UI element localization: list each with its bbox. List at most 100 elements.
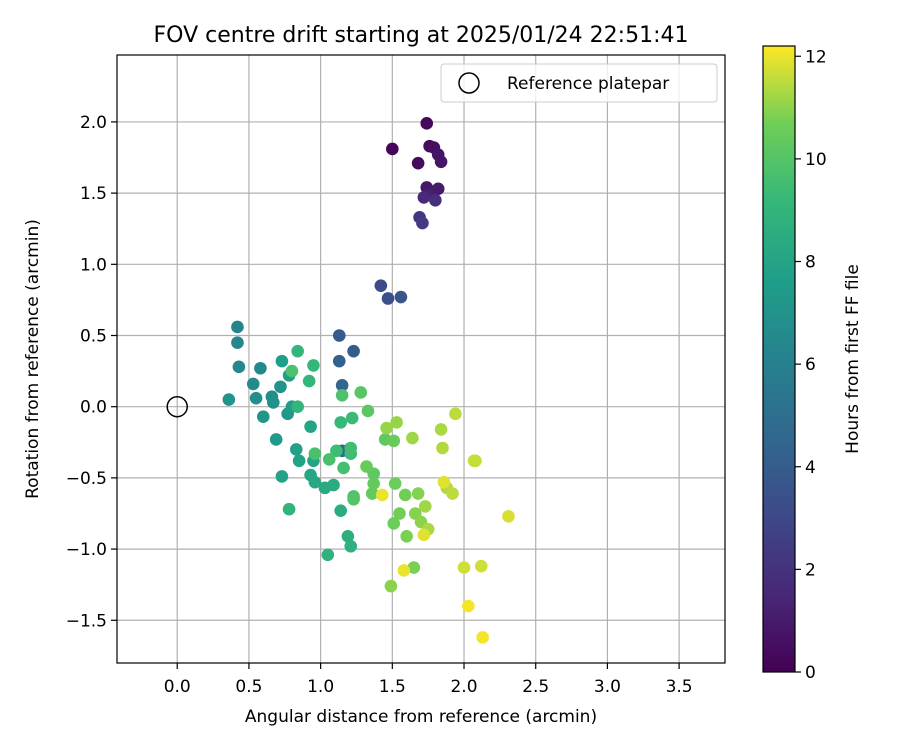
data-point — [365, 487, 379, 500]
data-point — [345, 411, 359, 425]
data-point — [322, 453, 336, 466]
data-point — [407, 561, 421, 574]
x-tick-label: 3.0 — [594, 677, 621, 697]
colorbar: 0 2 4 6 8 10 12 Hours from first FF file — [762, 45, 863, 683]
y-tick-label: 1.5 — [80, 184, 107, 204]
data-point — [434, 155, 448, 169]
data-point — [347, 344, 360, 358]
colorbar-gradient — [762, 45, 796, 673]
data-point — [267, 396, 280, 409]
data-point — [381, 292, 395, 305]
data-point — [231, 336, 244, 349]
data-point — [397, 564, 411, 577]
data-point — [354, 386, 368, 399]
data-point — [246, 377, 260, 391]
colorbar-ticks: 0 2 4 6 8 10 12 — [795, 47, 827, 683]
data-point — [344, 441, 358, 455]
data-point — [416, 216, 429, 230]
data-point — [335, 389, 349, 402]
data-point — [330, 444, 343, 458]
data-point — [390, 416, 403, 429]
y-tick-label: −0.5 — [66, 469, 107, 489]
data-point — [307, 359, 320, 372]
chart-title: FOV centre drift starting at 2025/01/24 … — [154, 23, 689, 48]
data-point — [291, 344, 304, 358]
data-point — [384, 579, 398, 593]
y-tick-label: 2.0 — [80, 113, 107, 133]
data-point — [304, 420, 317, 433]
data-point — [321, 548, 335, 562]
legend-marker-open-circle-icon — [458, 72, 480, 94]
y-tick-label: 0.0 — [80, 398, 107, 418]
colorbar-tick-label: 10 — [805, 150, 827, 170]
data-point — [285, 364, 299, 378]
colorbar-tick-label: 2 — [805, 560, 816, 580]
data-point — [446, 487, 459, 500]
colorbar-tick-label: 6 — [805, 355, 816, 375]
data-point — [335, 379, 349, 392]
reference-platepar-marker — [166, 395, 188, 418]
y-axis-ticks: −1.5 −1.0 −0.5 0.0 0.5 1.0 1.5 2.0 — [66, 113, 117, 631]
data-point — [387, 434, 401, 448]
data-point — [282, 502, 296, 516]
plot-area-frame — [116, 54, 726, 664]
data-point — [457, 561, 471, 574]
x-tick-label: 2.5 — [522, 677, 549, 697]
colorbar-tick-label: 4 — [805, 458, 816, 478]
data-point — [429, 193, 442, 207]
x-tick-label: 3.5 — [666, 677, 693, 697]
y-tick-label: 1.0 — [80, 255, 107, 275]
data-point — [347, 492, 360, 506]
x-axis-ticks: 0.0 0.5 1.0 1.5 2.0 2.5 3.0 3.5 — [164, 663, 693, 697]
data-point — [387, 517, 401, 530]
data-point — [375, 488, 389, 502]
data-point — [388, 477, 402, 490]
grid-lines — [117, 55, 725, 663]
data-point — [254, 361, 267, 375]
data-point — [249, 391, 263, 405]
data-point — [308, 447, 322, 460]
data-point — [334, 504, 347, 517]
x-tick-label: 0.5 — [235, 677, 262, 697]
data-point — [437, 475, 451, 489]
data-point — [327, 478, 340, 492]
data-point — [337, 461, 350, 475]
y-tick-label: −1.5 — [66, 611, 107, 631]
y-axis-label: Rotation from reference (arcmin) — [23, 219, 43, 499]
data-point — [400, 529, 413, 543]
data-point — [431, 182, 445, 196]
data-point — [232, 360, 246, 374]
data-point — [436, 441, 449, 455]
data-point — [449, 407, 462, 421]
data-point — [231, 320, 244, 334]
y-tick-label: 0.5 — [80, 327, 107, 347]
data-point — [462, 599, 475, 613]
x-tick-label: 1.0 — [307, 677, 334, 697]
data-point — [406, 431, 419, 445]
data-point — [302, 374, 316, 388]
data-points — [222, 117, 515, 644]
data-point — [292, 454, 306, 468]
data-point — [332, 354, 346, 368]
data-point — [417, 528, 431, 542]
data-point — [398, 488, 412, 502]
x-tick-label: 2.0 — [450, 677, 477, 697]
data-point — [360, 460, 373, 473]
data-point — [367, 477, 380, 490]
colorbar-tick-label: 12 — [805, 47, 827, 67]
data-point — [274, 380, 287, 394]
data-point — [332, 329, 346, 342]
data-point — [361, 404, 375, 418]
data-point — [374, 279, 388, 292]
data-point — [269, 433, 283, 446]
data-point — [411, 487, 425, 500]
data-point — [341, 529, 355, 543]
data-point — [419, 500, 432, 513]
data-point — [417, 191, 431, 204]
legend-box — [440, 63, 718, 103]
x-tick-label: 1.5 — [379, 677, 406, 697]
colorbar-tick-label: 8 — [805, 253, 816, 273]
data-point — [275, 470, 289, 483]
data-point — [308, 475, 322, 489]
